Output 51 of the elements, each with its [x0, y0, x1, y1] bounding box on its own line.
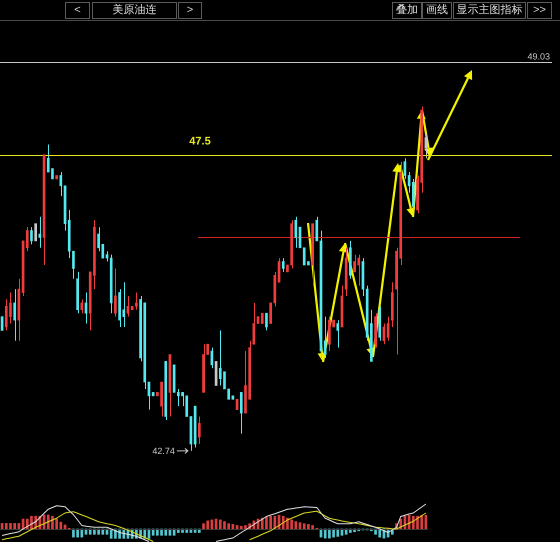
bar — [206, 520, 210, 530]
candlestick — [13, 288, 16, 342]
candlestick — [294, 216, 298, 248]
candlestick — [38, 216, 42, 248]
bar — [9, 523, 12, 530]
bar — [4, 523, 8, 530]
bar — [290, 520, 293, 530]
text: 49.03 — [527, 52, 550, 62]
text: 显示主图指标 — [453, 2, 526, 19]
candlestick — [114, 268, 117, 318]
candlestick — [218, 330, 222, 386]
text: > — [178, 2, 202, 19]
candlestick — [336, 320, 340, 348]
bar — [223, 521, 226, 530]
candlestick — [30, 226, 33, 245]
candlestick — [4, 298, 8, 331]
candlestick — [424, 134, 428, 159]
candlestick — [198, 416, 201, 445]
candlestick — [122, 282, 126, 328]
bar — [269, 516, 272, 530]
chart-title: 美原油连 — [92, 2, 177, 19]
annotation: 42.74 — [152, 446, 175, 456]
candlestick — [252, 302, 256, 345]
candlestick — [260, 312, 264, 324]
text: 画线 — [422, 2, 452, 19]
bar — [202, 523, 205, 530]
bar — [298, 522, 302, 530]
text: < — [65, 2, 90, 19]
bar — [148, 528, 150, 539]
candlestick — [126, 295, 130, 318]
annotation: 47.5 — [189, 136, 211, 148]
bar — [210, 520, 214, 530]
bar — [22, 518, 24, 530]
candlestick — [135, 292, 138, 310]
bar — [424, 514, 428, 530]
bar — [13, 523, 16, 530]
text: 叠加 — [392, 2, 422, 19]
candlestick — [84, 292, 88, 324]
candlestick — [9, 292, 12, 324]
bar — [55, 518, 58, 530]
candlestick — [236, 398, 238, 410]
candlestick — [80, 298, 84, 314]
bar — [0, 523, 4, 530]
candlestick — [282, 258, 285, 272]
bar — [265, 516, 268, 530]
bar — [214, 518, 218, 530]
candlestick — [265, 312, 268, 331]
candlestick — [210, 347, 214, 369]
text: >> — [527, 2, 552, 19]
bar — [218, 520, 222, 530]
candlestick — [240, 392, 243, 434]
